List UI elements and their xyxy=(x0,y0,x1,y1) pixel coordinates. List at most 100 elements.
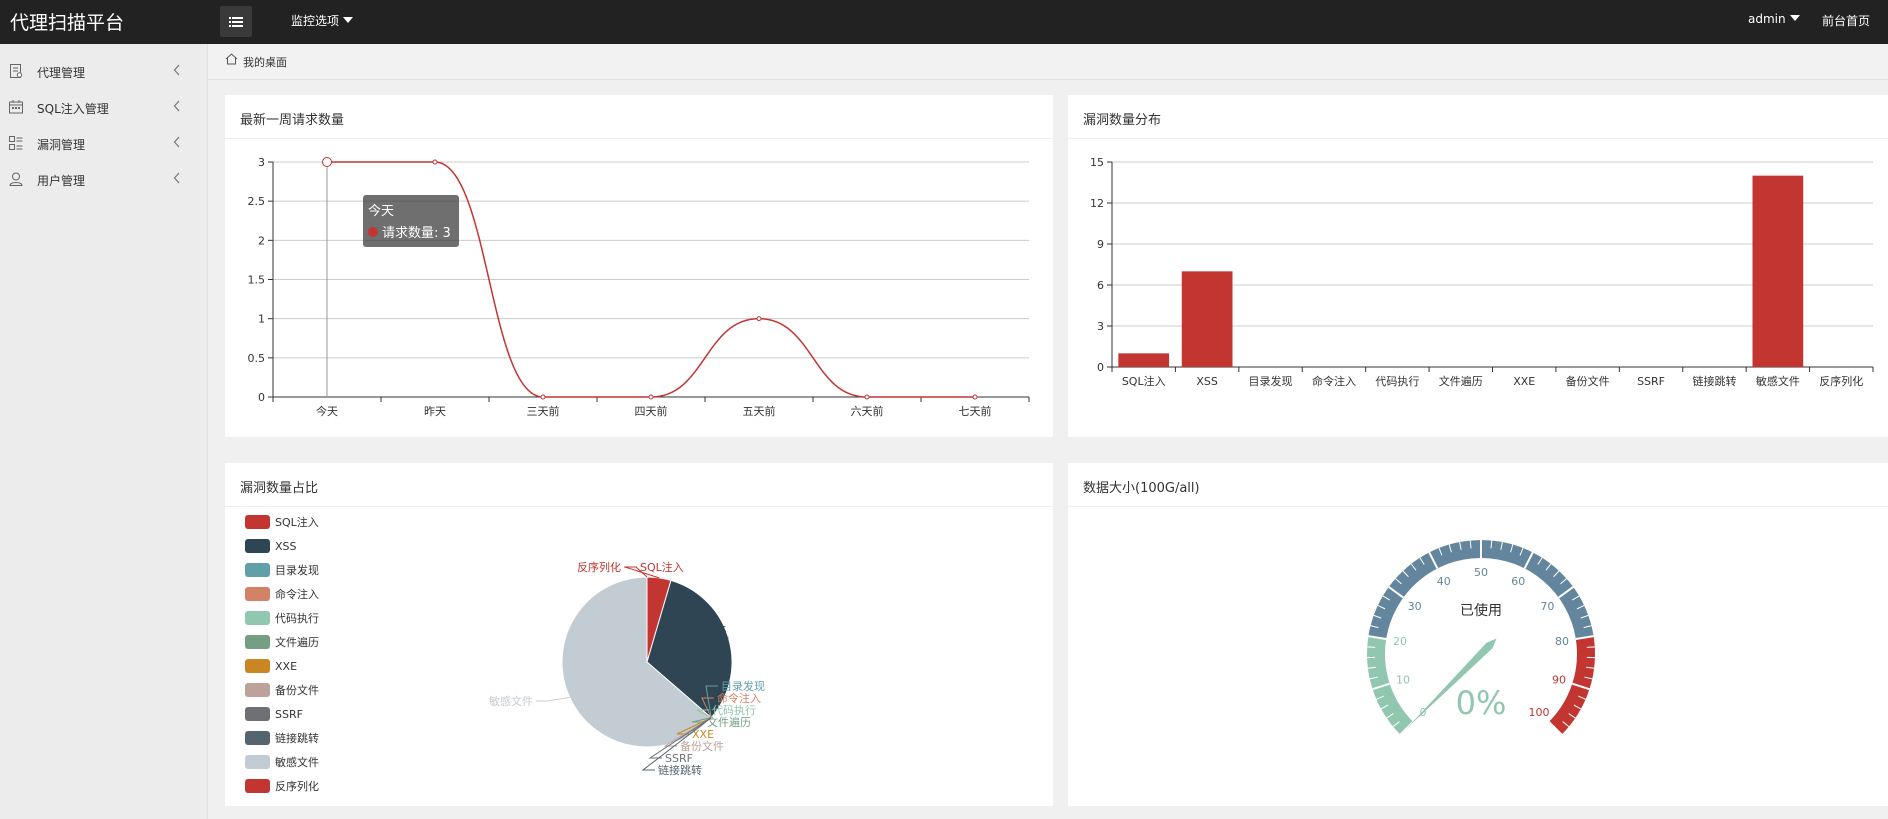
x-tick-label: 三天前 xyxy=(527,404,560,418)
gauge-band xyxy=(1367,636,1414,735)
slice-label: 备份文件 xyxy=(680,739,724,753)
x-tick-label: 备份文件 xyxy=(1566,374,1610,388)
legend-label: 链接跳转 xyxy=(275,731,319,745)
label-line xyxy=(691,717,712,723)
legend-swatch xyxy=(245,731,270,745)
vuln-ratio-pie-chart: SQL注入XSS目录发现命令注入代码执行文件遍历XXE备份文件SSRF链接跳转敏… xyxy=(245,515,765,793)
gauge-tick xyxy=(1580,614,1589,619)
gauge-tick-label: 90 xyxy=(1552,673,1566,686)
legend-label: 目录发现 xyxy=(275,563,319,577)
gauge-tick-label: 10 xyxy=(1396,673,1410,686)
slice-label: XSS xyxy=(705,624,727,637)
gauge-tick xyxy=(1373,614,1382,619)
slice-label: SQL注入 xyxy=(640,560,684,574)
sidebar: 代理管理 SQL注入管理 漏洞管理 用户管理 xyxy=(0,44,208,819)
legend-label: 敏感文件 xyxy=(275,755,319,769)
y-tick-label: 2.5 xyxy=(248,195,266,208)
gauge-tick xyxy=(1578,695,1586,700)
legend-label: XSS xyxy=(275,540,297,553)
gauge-tick xyxy=(1586,666,1595,669)
gauge-tick xyxy=(1576,605,1585,610)
bar xyxy=(1752,175,1804,367)
gauge-tick xyxy=(1368,635,1387,640)
legend-swatch xyxy=(245,659,270,673)
gauge-tick xyxy=(1386,713,1394,719)
data-size-panel: 数据大小(100G/all) 0102030405060708090100已使用… xyxy=(1068,463,1888,806)
x-tick-label: 七天前 xyxy=(959,404,992,418)
proxy-doc-icon xyxy=(10,64,23,78)
gauge-tick xyxy=(1568,713,1576,719)
gauge-label: 已使用 xyxy=(1460,602,1502,619)
hamburger-icon xyxy=(229,16,243,27)
y-tick-label: 9 xyxy=(1097,238,1104,251)
sidebar-item-label: 用户管理 xyxy=(37,174,86,188)
y-tick-label: 3 xyxy=(1097,320,1104,333)
data-point xyxy=(864,394,870,400)
sidebar-item-sql-injection[interactable]: SQL注入管理 xyxy=(0,90,208,126)
user-menu-dropdown[interactable]: admin xyxy=(1748,12,1800,26)
gauge-tick xyxy=(1519,547,1524,556)
monitor-options-label: 监控选项 xyxy=(291,14,340,28)
gauge-tick xyxy=(1388,586,1404,599)
legend-swatch xyxy=(245,587,270,601)
slice-label: 目录发现 xyxy=(721,679,765,693)
gauge-tick-label: 40 xyxy=(1437,575,1451,588)
gauge-tick xyxy=(1523,551,1534,569)
panel-title: 漏洞数量分布 xyxy=(1083,113,1162,128)
y-tick-label: 15 xyxy=(1090,156,1104,169)
legend-swatch xyxy=(245,635,270,649)
sidebar-item-proxy[interactable]: 代理管理 xyxy=(0,54,208,90)
top-bar: 代理扫描平台 监控选项 admin 前台首页 xyxy=(0,0,1888,44)
gauge-tick xyxy=(1545,563,1552,571)
y-tick-label: 0 xyxy=(1097,361,1104,374)
legend-label: SSRF xyxy=(275,708,303,721)
gauge-tick-label: 30 xyxy=(1408,600,1422,613)
vuln-distribution-bar-chart: 0 3 6 9 12 15 SQL注入 XSS 目录发现 命令注入 代码执行 文件遍历 XXE 备份文件 S… xyxy=(1090,156,1874,388)
monitor-options-dropdown[interactable]: 监控选项 xyxy=(291,12,354,29)
legend-swatch xyxy=(245,755,270,769)
gauge-tick xyxy=(1469,540,1472,549)
slice-label: 反序列化 xyxy=(577,560,621,574)
gauge-tick xyxy=(1548,721,1563,736)
x-tick-label: XSS xyxy=(1196,375,1218,388)
y-tick-label: 0 xyxy=(258,391,265,404)
x-tick-label: 六天前 xyxy=(851,404,884,418)
x-tick-label: 四天前 xyxy=(635,404,668,418)
gauge-tick xyxy=(1537,557,1543,565)
calendar-icon xyxy=(9,100,23,114)
label-line xyxy=(696,709,712,719)
home-icon xyxy=(225,53,238,65)
legend-swatch xyxy=(245,707,270,721)
gauge-tick-label: 60 xyxy=(1511,575,1525,588)
sidebar-item-users[interactable]: 用户管理 xyxy=(0,162,208,198)
legend-swatch xyxy=(245,539,270,553)
front-home-link[interactable]: 前台首页 xyxy=(1822,14,1871,28)
data-point xyxy=(540,394,546,400)
x-tick-label: 五天前 xyxy=(743,404,776,418)
panel-title: 漏洞数量占比 xyxy=(240,481,319,496)
gauge-tick xyxy=(1500,541,1503,550)
vuln-distribution-panel: 漏洞数量分布 0 3 6 9 12 15 SQL注入 XSS 目录发现 命令注入 代码执行 文件遍历 X… xyxy=(1068,95,1888,437)
y-tick-label: 0.5 xyxy=(248,352,266,365)
user-name-label: admin xyxy=(1748,12,1786,26)
legend-label: 命令注入 xyxy=(275,587,319,601)
menu-toggle-button[interactable] xyxy=(220,6,252,37)
slice-label: 命令注入 xyxy=(717,691,761,705)
gauge-band xyxy=(1548,636,1595,735)
y-tick-label: 6 xyxy=(1097,279,1104,292)
sidebar-item-vuln[interactable]: 漏洞管理 xyxy=(0,126,208,162)
gauge-tick xyxy=(1402,570,1409,578)
brand-title: 代理扫描平台 xyxy=(10,12,125,34)
legend-label: 反序列化 xyxy=(275,779,319,793)
gauge-tick xyxy=(1558,586,1574,599)
gauge-tick xyxy=(1490,540,1493,549)
gauge-tick xyxy=(1560,578,1567,585)
breadcrumb-label[interactable]: 我的桌面 xyxy=(243,56,287,69)
panel-header: 漏洞数量占比 xyxy=(225,463,1053,507)
gauge-tick xyxy=(1553,570,1560,578)
panel-title: 数据大小(100G/all) xyxy=(1083,481,1200,496)
gauge-tick xyxy=(1377,605,1386,610)
list-icon xyxy=(9,136,23,150)
x-tick-label: 链接跳转 xyxy=(1692,374,1736,388)
label-line xyxy=(536,696,570,702)
